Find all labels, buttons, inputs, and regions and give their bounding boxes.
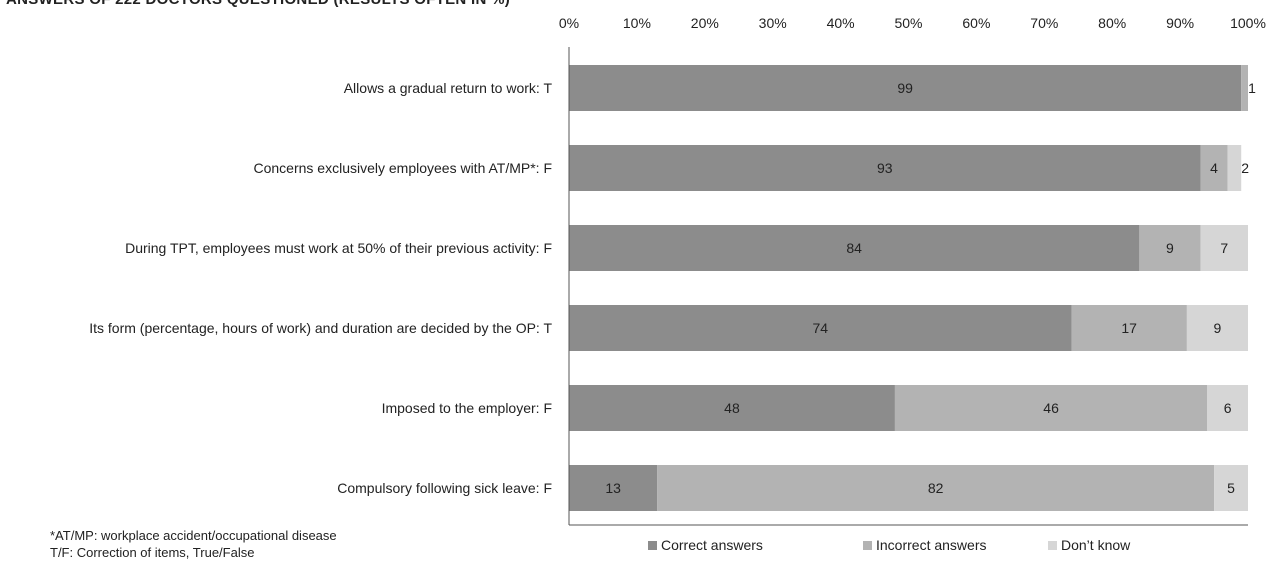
data-label: 74 [812, 320, 828, 336]
x-tick-label: 90% [1166, 15, 1194, 31]
bar-segment [1071, 305, 1187, 351]
bar-segment [569, 145, 1201, 191]
bar-segment [569, 465, 658, 511]
data-label: 9 [1166, 240, 1174, 256]
legend-swatch [648, 541, 657, 550]
x-tick-label: 80% [1098, 15, 1126, 31]
bar-segment [1139, 225, 1201, 271]
x-tick-label: 40% [827, 15, 855, 31]
data-label: 2 [1241, 160, 1249, 176]
category-label: Concerns exclusively employees with AT/M… [253, 160, 552, 176]
legend-label: Correct answers [661, 537, 763, 553]
category-label: Allows a gradual return to work: T [344, 80, 553, 96]
bar-segment [1200, 145, 1228, 191]
data-label: 7 [1220, 240, 1228, 256]
data-label: 48 [724, 400, 740, 416]
bar-segment [1186, 305, 1248, 351]
bar-segment [657, 465, 1215, 511]
data-label: 6 [1224, 400, 1232, 416]
data-label: 9 [1214, 320, 1222, 336]
data-label: 4 [1210, 160, 1218, 176]
footnote-at-mp: *AT/MP: workplace accident/occupational … [50, 528, 337, 543]
x-tick-label: 20% [691, 15, 719, 31]
legend-label: Incorrect answers [876, 537, 986, 553]
category-label: Imposed to the employer: F [382, 400, 552, 416]
data-label: 99 [897, 80, 913, 96]
data-label: 82 [928, 480, 944, 496]
footnote-true-false: T/F: Correction of items, True/False [50, 545, 255, 560]
data-label: 17 [1121, 320, 1137, 336]
bar-segment [1207, 385, 1248, 431]
bar-segment [1241, 65, 1248, 111]
bar-segment [1214, 465, 1248, 511]
x-tick-label: 60% [962, 15, 990, 31]
data-label: 1 [1248, 80, 1256, 96]
data-label: 46 [1043, 400, 1059, 416]
data-label: 5 [1227, 480, 1235, 496]
x-tick-label: 30% [759, 15, 787, 31]
bar-segment [894, 385, 1208, 431]
bar-segment [1227, 145, 1242, 191]
legend-swatch [863, 541, 872, 550]
category-label: Compulsory following sick leave: F [337, 480, 552, 496]
category-label: Its form (percentage, hours of work) and… [89, 320, 552, 336]
x-tick-label: 0% [559, 15, 579, 31]
data-label: 84 [846, 240, 862, 256]
x-tick-label: 10% [623, 15, 651, 31]
x-tick-label: 100% [1230, 15, 1266, 31]
bar-segment [569, 65, 1242, 111]
bar-segment [569, 225, 1140, 271]
bar-segment [1200, 225, 1248, 271]
chart-title: ANSWERS OF 222 DOCTORS QUESTIONED (RESUL… [6, 0, 510, 8]
bar-segment [569, 305, 1072, 351]
x-tick-label: 70% [1030, 15, 1058, 31]
data-label: 13 [605, 480, 621, 496]
bar-segment [569, 385, 895, 431]
data-label: 93 [877, 160, 893, 176]
legend-swatch [1048, 541, 1057, 550]
category-label: During TPT, employees must work at 50% o… [125, 240, 552, 256]
legend-label: Don’t know [1061, 537, 1131, 553]
x-tick-label: 50% [894, 15, 922, 31]
